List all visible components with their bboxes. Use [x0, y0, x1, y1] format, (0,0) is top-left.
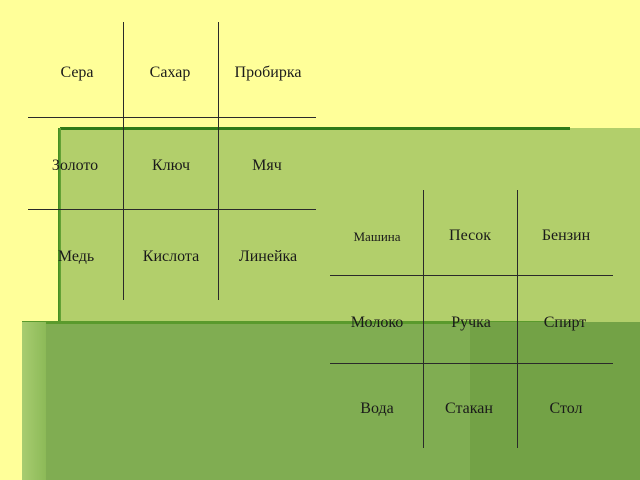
grid-right-cell: Стакан — [445, 400, 493, 417]
grid-right-cell: Вода — [360, 400, 394, 417]
grid-left-cell: Линейка — [238, 248, 298, 265]
grid-left-cell: Кислота — [142, 248, 200, 265]
grid-right-cell: Спирт — [543, 314, 587, 331]
grid-right-hline-1 — [330, 275, 613, 276]
grid-left-cell: Ключ — [151, 157, 191, 174]
grid-left-cell: Золото — [51, 157, 99, 174]
grid-right-vline-1 — [423, 190, 424, 448]
grid-left-hline-2 — [28, 209, 316, 210]
grid-right-hline-2 — [330, 363, 613, 364]
background-panel-middle-left-edge — [58, 128, 61, 324]
grid-left-vline-1 — [123, 22, 124, 300]
grid-right-vline-2 — [517, 190, 518, 448]
grid-right-cell: Машина — [353, 229, 401, 244]
grid-right-cell: Молоко — [350, 314, 404, 331]
grid-left-hline-1 — [28, 117, 316, 118]
grid-right-cell: Бензин — [541, 227, 591, 244]
grid-left-cell: Сахар — [149, 64, 191, 81]
grid-left-cell: Мяч — [252, 157, 282, 174]
grid-right-cell: Песок — [449, 227, 491, 244]
grid-right-cell: Ручка — [451, 314, 491, 331]
grid-right-cell: Стол — [549, 400, 583, 417]
grid-left-cell: Сера — [60, 64, 94, 81]
grid-left-cell: Медь — [57, 248, 95, 265]
background-panel-right — [470, 322, 640, 480]
background-panel-lower-edge — [22, 321, 582, 324]
background-panel-lower-left-edge — [22, 322, 46, 480]
grid-left-cell: Пробирка — [234, 64, 302, 81]
grid-left-vline-2 — [218, 22, 219, 300]
background-panel-middle-edge — [60, 127, 570, 130]
